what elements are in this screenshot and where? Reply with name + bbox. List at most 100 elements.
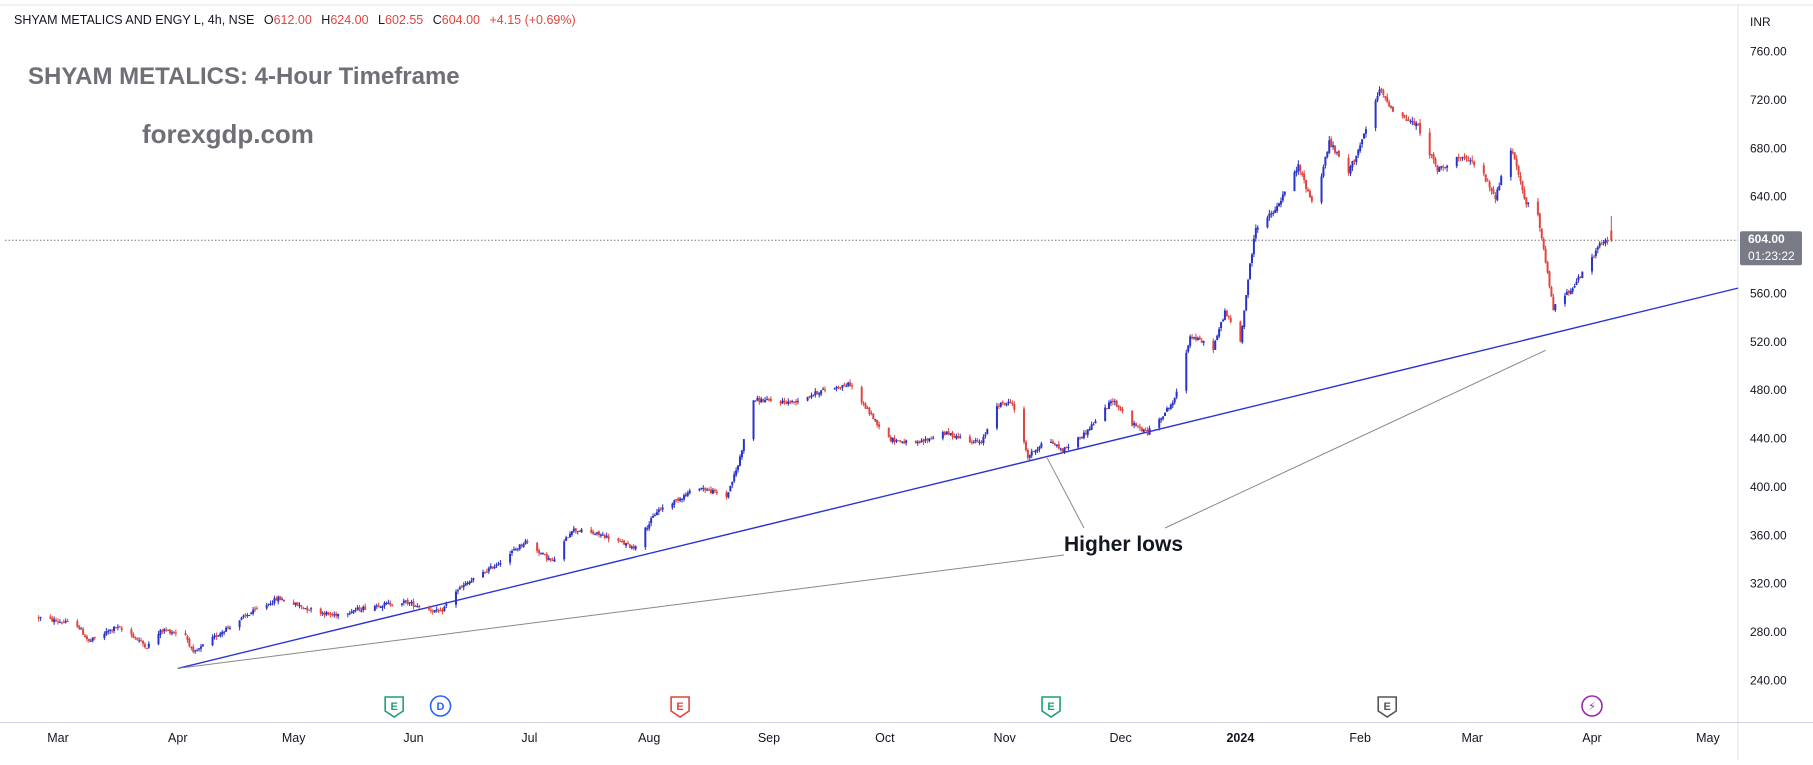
candle-body bbox=[1278, 203, 1281, 206]
candle-body bbox=[483, 572, 486, 574]
candle-body bbox=[1382, 90, 1385, 95]
candle-body bbox=[901, 441, 904, 443]
candle-body bbox=[930, 438, 933, 440]
candle-body bbox=[607, 536, 610, 540]
time-tick-label: Aug bbox=[638, 731, 660, 745]
candle-body bbox=[818, 393, 821, 396]
earnings-event-marker[interactable]: E bbox=[1377, 696, 1398, 718]
candle-body bbox=[1108, 402, 1111, 409]
candle-body bbox=[650, 518, 653, 524]
candle-body bbox=[1610, 230, 1613, 241]
candle-body bbox=[387, 602, 390, 604]
candle-body bbox=[350, 612, 353, 614]
candle-body bbox=[408, 602, 411, 604]
candle-body bbox=[512, 549, 515, 551]
candle-body bbox=[225, 627, 228, 632]
candle-body bbox=[1135, 423, 1138, 427]
event-markers[interactable]: E D E E E ⚡ bbox=[384, 695, 1603, 718]
candle-body bbox=[849, 382, 852, 387]
candle-body bbox=[673, 500, 676, 505]
candle-body bbox=[335, 613, 338, 616]
candle-body bbox=[1598, 243, 1601, 247]
candle-body bbox=[55, 620, 58, 622]
candle-body bbox=[599, 534, 602, 536]
candle-body bbox=[364, 606, 367, 610]
candle-body bbox=[949, 433, 952, 436]
candle-body bbox=[1550, 286, 1553, 297]
candle-body bbox=[733, 474, 736, 482]
candle-body bbox=[920, 440, 923, 443]
candle-body bbox=[578, 530, 581, 532]
candle-body bbox=[1604, 239, 1607, 244]
candle-body bbox=[348, 613, 351, 615]
candle-body bbox=[1403, 115, 1406, 118]
candle-body bbox=[538, 550, 541, 554]
candle-body bbox=[120, 628, 123, 630]
earnings-event-marker[interactable]: E bbox=[384, 696, 404, 718]
candle-body bbox=[435, 609, 438, 611]
candle-body bbox=[932, 437, 935, 439]
candle-body bbox=[1223, 310, 1226, 320]
candle-body bbox=[1428, 132, 1431, 156]
candle-body bbox=[1498, 186, 1501, 190]
candle-body bbox=[248, 615, 251, 617]
price-tick-label: 560.00 bbox=[1750, 286, 1787, 300]
candle-body bbox=[526, 541, 529, 543]
last-price-tag: 604.00 01:23:22 bbox=[1740, 231, 1802, 266]
candle-body bbox=[1216, 335, 1219, 341]
candle-body bbox=[1390, 106, 1393, 109]
candle-body bbox=[1515, 159, 1518, 167]
candle-body bbox=[1305, 179, 1308, 189]
candle-body bbox=[740, 450, 743, 458]
time-tick-label: Apr bbox=[1582, 731, 1601, 745]
trendline[interactable] bbox=[177, 287, 1739, 670]
dividend-label: D bbox=[437, 701, 445, 713]
dividend-event-marker[interactable]: D bbox=[429, 695, 452, 717]
annotation-pointer bbox=[1164, 349, 1546, 529]
candle-body bbox=[1194, 336, 1197, 340]
candle-body bbox=[953, 436, 956, 438]
candle-body bbox=[1214, 341, 1217, 350]
candle-body bbox=[1167, 407, 1170, 409]
candle-body bbox=[597, 531, 600, 536]
candle-body bbox=[1247, 279, 1250, 296]
candle-body bbox=[839, 387, 842, 389]
earnings-event-marker[interactable]: E bbox=[670, 696, 690, 718]
candle-body bbox=[1490, 187, 1493, 191]
candle-body bbox=[277, 596, 280, 602]
candle-body bbox=[1131, 410, 1134, 426]
candle-body bbox=[671, 503, 674, 508]
candle-body bbox=[466, 583, 469, 585]
candle-body bbox=[567, 537, 570, 539]
candle-body bbox=[113, 626, 116, 631]
annotation-pointer bbox=[1046, 457, 1085, 529]
price-tick-label: 320.00 bbox=[1750, 577, 1787, 591]
candle-body bbox=[1088, 428, 1091, 430]
candle-body bbox=[1592, 256, 1595, 258]
candle-body bbox=[1250, 254, 1253, 264]
candle-body bbox=[1600, 243, 1603, 245]
split-event-marker[interactable]: ⚡ bbox=[1581, 695, 1603, 717]
candle-body bbox=[1082, 432, 1085, 439]
price-tick-label: 240.00 bbox=[1750, 674, 1787, 688]
candle-body bbox=[441, 609, 444, 612]
candle-body bbox=[1266, 217, 1269, 228]
candle-body bbox=[758, 397, 761, 403]
candle-body bbox=[1606, 240, 1609, 243]
candle-body bbox=[84, 635, 87, 638]
candle-body bbox=[1053, 443, 1056, 446]
candle-body bbox=[385, 602, 388, 604]
time-axis[interactable]: Mar Apr May Jun Jul Aug Sep Oct Nov Dec 2024 Feb Mar… bbox=[47, 731, 1720, 745]
candle-body bbox=[1001, 401, 1004, 403]
candle-body bbox=[1565, 291, 1568, 296]
candle-body bbox=[864, 403, 867, 409]
earnings-event-marker[interactable]: E bbox=[1041, 696, 1061, 718]
dividend-badge bbox=[429, 695, 452, 717]
candle-body bbox=[439, 610, 442, 612]
candle-body bbox=[1463, 156, 1466, 158]
candle-body bbox=[617, 538, 620, 541]
candle-body bbox=[1596, 247, 1599, 250]
candle-body bbox=[1334, 145, 1337, 153]
